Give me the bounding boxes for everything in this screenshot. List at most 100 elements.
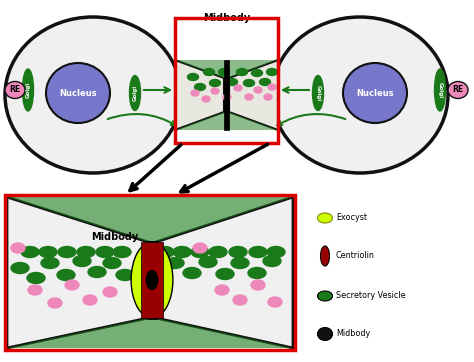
Ellipse shape [318, 291, 332, 301]
Ellipse shape [27, 273, 45, 283]
Text: Golgi: Golgi [26, 82, 30, 98]
Ellipse shape [131, 242, 173, 318]
Ellipse shape [83, 295, 97, 305]
Ellipse shape [21, 247, 39, 257]
Polygon shape [7, 197, 293, 242]
Ellipse shape [209, 247, 227, 257]
Ellipse shape [219, 68, 229, 76]
Ellipse shape [48, 298, 62, 308]
Ellipse shape [268, 84, 276, 90]
Ellipse shape [233, 295, 247, 305]
Polygon shape [156, 197, 293, 348]
Text: Nucleus: Nucleus [356, 88, 394, 97]
Text: Golgi: Golgi [316, 85, 320, 101]
Ellipse shape [244, 80, 255, 87]
Text: Secretory Vesicle: Secretory Vesicle [336, 291, 406, 300]
Ellipse shape [193, 243, 207, 253]
Ellipse shape [22, 69, 34, 111]
Ellipse shape [211, 88, 219, 94]
Ellipse shape [129, 76, 140, 110]
Ellipse shape [318, 328, 332, 341]
Polygon shape [175, 60, 278, 78]
Ellipse shape [227, 79, 237, 85]
Polygon shape [175, 112, 278, 130]
Bar [141, 242, 163, 318]
Ellipse shape [249, 247, 267, 257]
Ellipse shape [103, 257, 121, 269]
Ellipse shape [116, 269, 134, 281]
Ellipse shape [264, 94, 272, 100]
Ellipse shape [203, 68, 215, 76]
Ellipse shape [251, 280, 265, 290]
Ellipse shape [448, 81, 468, 98]
Ellipse shape [146, 270, 158, 290]
Bar [224, 60, 229, 130]
Ellipse shape [267, 247, 285, 257]
Ellipse shape [312, 76, 323, 110]
Bar [175, 18, 278, 143]
Ellipse shape [231, 257, 249, 269]
Ellipse shape [103, 287, 117, 297]
FancyArrowPatch shape [108, 114, 176, 125]
Ellipse shape [266, 68, 277, 76]
Ellipse shape [254, 87, 262, 93]
Ellipse shape [202, 96, 210, 102]
Ellipse shape [237, 68, 247, 76]
Ellipse shape [435, 69, 446, 111]
Text: Exocyst: Exocyst [336, 214, 367, 223]
Ellipse shape [57, 269, 75, 281]
Ellipse shape [272, 17, 448, 173]
Ellipse shape [113, 247, 131, 257]
Text: Centriolin: Centriolin [336, 252, 375, 261]
Polygon shape [229, 60, 278, 130]
Text: Nucleus: Nucleus [59, 88, 97, 97]
Ellipse shape [248, 268, 266, 278]
Ellipse shape [216, 269, 234, 279]
Text: Midbody: Midbody [336, 329, 370, 338]
Text: RE: RE [9, 85, 20, 94]
Ellipse shape [223, 94, 231, 100]
Ellipse shape [65, 280, 79, 290]
Ellipse shape [77, 247, 95, 257]
Ellipse shape [215, 285, 229, 295]
Ellipse shape [41, 257, 59, 269]
Ellipse shape [318, 213, 332, 223]
Ellipse shape [194, 84, 206, 90]
Text: Midbody: Midbody [203, 13, 251, 23]
Ellipse shape [46, 63, 110, 123]
Ellipse shape [234, 85, 242, 91]
Ellipse shape [268, 297, 282, 307]
Ellipse shape [96, 247, 114, 257]
Ellipse shape [259, 79, 271, 85]
Ellipse shape [166, 257, 184, 269]
Ellipse shape [199, 257, 217, 268]
Ellipse shape [88, 266, 106, 278]
Ellipse shape [188, 73, 199, 80]
Ellipse shape [173, 247, 191, 257]
Bar [7, 197, 293, 348]
Text: Midbody: Midbody [91, 232, 138, 242]
Polygon shape [7, 197, 148, 348]
FancyArrowPatch shape [277, 114, 346, 125]
Text: Golgi: Golgi [438, 82, 443, 98]
Ellipse shape [245, 94, 253, 100]
Ellipse shape [11, 262, 29, 274]
Ellipse shape [210, 80, 220, 87]
Ellipse shape [73, 256, 91, 266]
Bar [148, 242, 156, 318]
Ellipse shape [183, 268, 201, 278]
Ellipse shape [28, 285, 42, 295]
Ellipse shape [39, 247, 57, 257]
Text: RE: RE [453, 85, 464, 94]
Bar [5, 195, 295, 350]
Polygon shape [175, 60, 224, 130]
Ellipse shape [343, 63, 407, 123]
Text: Golgi: Golgi [133, 85, 137, 101]
Ellipse shape [229, 247, 247, 257]
Ellipse shape [11, 243, 25, 253]
Ellipse shape [191, 90, 199, 96]
Ellipse shape [156, 247, 174, 257]
Ellipse shape [191, 247, 209, 257]
Ellipse shape [263, 256, 281, 266]
Ellipse shape [252, 70, 263, 76]
